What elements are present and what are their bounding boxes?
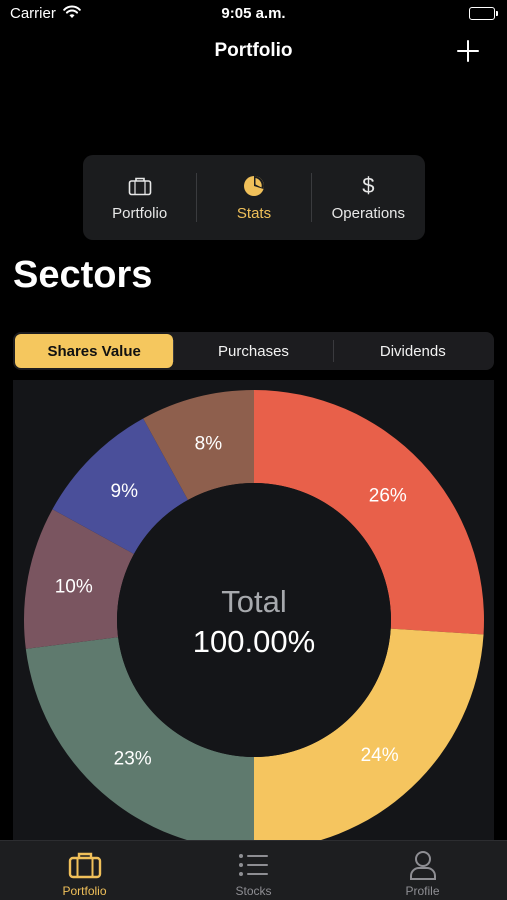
tab-stocks[interactable]: Stocks bbox=[169, 841, 338, 900]
pie-slice[interactable] bbox=[143, 390, 254, 500]
tab-bar: Portfolio Stocks Profile bbox=[0, 840, 507, 900]
tab-profile[interactable]: Profile bbox=[338, 841, 507, 900]
briefcase-icon bbox=[68, 850, 102, 880]
slice-label: 26% bbox=[369, 485, 407, 506]
pie-slice[interactable] bbox=[24, 509, 134, 649]
total-value: 100.00% bbox=[193, 624, 315, 659]
slice-label: 8% bbox=[195, 433, 223, 454]
battery-icon bbox=[469, 7, 498, 20]
tab-label: Stocks bbox=[235, 884, 272, 898]
menu-item-operations[interactable]: $ Operations bbox=[312, 155, 425, 240]
briefcase-icon bbox=[128, 173, 152, 199]
pie-chart-icon bbox=[242, 173, 266, 199]
wifi-icon bbox=[63, 5, 81, 24]
page-title: Portfolio bbox=[214, 40, 293, 61]
menu-item-stats[interactable]: Stats bbox=[197, 155, 310, 240]
add-button[interactable] bbox=[455, 38, 481, 64]
segment-shares-value[interactable]: Shares Value bbox=[15, 334, 174, 368]
total-label: Total bbox=[221, 584, 286, 619]
tab-label: Portfolio bbox=[62, 884, 107, 898]
carrier-label: Carrier bbox=[10, 5, 56, 22]
slice-label: 24% bbox=[361, 745, 399, 766]
segment-purchases[interactable]: Purchases bbox=[218, 342, 289, 360]
status-bar: Carrier 9:05 a.m. bbox=[0, 0, 507, 28]
list-icon bbox=[238, 850, 270, 880]
metric-segmented-control: Shares Value Purchases Dividends bbox=[13, 332, 494, 370]
tab-label: Profile bbox=[405, 884, 440, 898]
slice-label: 10% bbox=[55, 577, 93, 598]
menu-label: Portfolio bbox=[112, 205, 168, 222]
menu-label: Stats bbox=[236, 205, 272, 222]
section-title: Sectors bbox=[13, 254, 153, 296]
stats-menu: Portfolio Stats $ Operations bbox=[83, 155, 425, 240]
menu-item-portfolio[interactable]: Portfolio bbox=[83, 155, 196, 240]
pie-slice[interactable] bbox=[25, 637, 254, 840]
slice-label: 23% bbox=[114, 749, 152, 770]
tab-portfolio[interactable]: Portfolio bbox=[0, 841, 169, 900]
donut-chart: 26% 24% 23% 10% 9% 8% Total 100.00% bbox=[24, 390, 484, 840]
dollar-icon: $ bbox=[362, 173, 375, 198]
menu-label: Operations bbox=[331, 205, 405, 222]
pie-slice[interactable] bbox=[254, 390, 484, 635]
segment-dividends[interactable]: Dividends bbox=[379, 342, 446, 360]
slice-label: 9% bbox=[111, 481, 139, 502]
person-icon bbox=[409, 850, 437, 880]
pie-slice[interactable] bbox=[254, 628, 484, 840]
sector-chart: 26% 24% 23% 10% 9% 8% Total 100.00% bbox=[13, 380, 494, 840]
status-time: 9:05 a.m. bbox=[221, 5, 286, 22]
donut-hole bbox=[117, 483, 391, 757]
pie-slice[interactable] bbox=[52, 418, 188, 554]
